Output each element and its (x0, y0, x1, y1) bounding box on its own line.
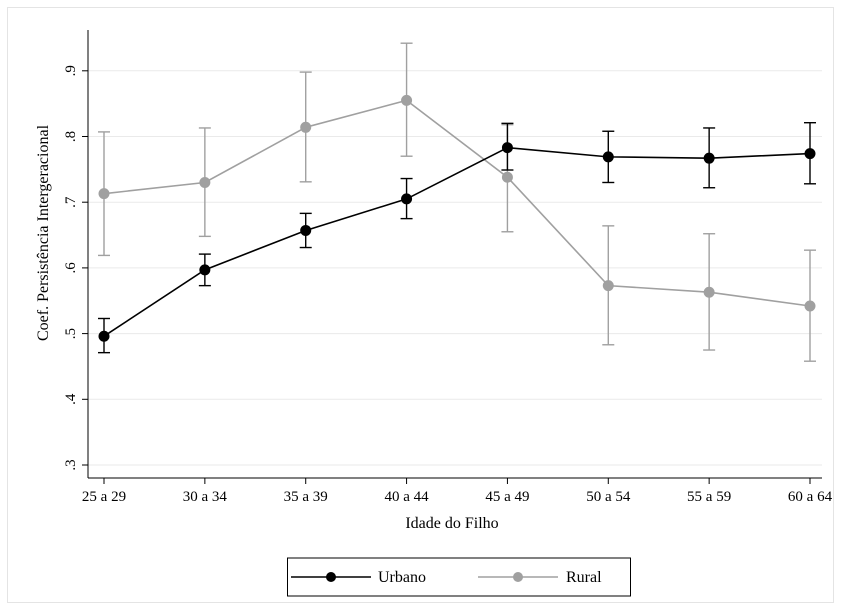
y-tick-label: .8 (63, 131, 79, 142)
series-line-urbano (103, 146, 811, 337)
y-tick-label: .4 (63, 393, 79, 405)
data-point-rural (199, 176, 211, 188)
axes: .3 .4 .5 .6 .7 .8 .9 25 a 29 30 a 34 35 a 39 40 a … (63, 30, 833, 505)
legend-label-urbano: Urbano (378, 569, 426, 586)
outer-border (7, 7, 834, 603)
data-point-rural (501, 171, 513, 183)
data-point-urbano (501, 142, 513, 154)
y-tick-label: .6 (63, 262, 79, 274)
series (98, 42, 816, 362)
data-point-urbano (703, 152, 715, 164)
legend-label-rural: Rural (566, 569, 602, 586)
legend-marker-rural (513, 572, 523, 582)
series-rural (98, 42, 816, 362)
x-tick-label: 40 a 44 (384, 489, 429, 505)
y-tick-label: .3 (63, 459, 79, 470)
series-urbano (98, 122, 816, 354)
data-point-urbano (98, 330, 110, 342)
data-point-urbano (804, 148, 816, 160)
x-tick-label: 25 a 29 (82, 489, 126, 505)
data-point-rural (602, 280, 614, 292)
data-point-rural (300, 121, 312, 133)
y-tick-label: .7 (63, 196, 79, 208)
y-tick-label: .5 (63, 328, 79, 339)
y-axis-title: Coef. Persistência Intergeracional (35, 124, 52, 341)
x-tick-label: 45 a 49 (485, 489, 529, 505)
legend: Urbano Rural (287, 557, 631, 597)
x-tick-label: 30 a 34 (183, 489, 228, 505)
data-point-rural (804, 300, 816, 312)
x-tick-label: 50 a 54 (586, 489, 631, 505)
data-point-rural (703, 286, 715, 298)
x-tick-label: 60 a 64 (788, 489, 833, 505)
data-point-urbano (602, 151, 614, 163)
data-point-urbano (401, 193, 413, 205)
data-point-urbano (300, 224, 312, 236)
y-tick-label: .9 (63, 65, 79, 76)
x-axis-title: Idade do Filho (405, 515, 498, 532)
data-point-rural (98, 188, 110, 200)
data-point-rural (401, 94, 413, 106)
x-tick-label: 55 a 59 (687, 489, 731, 505)
data-point-urbano (199, 264, 211, 276)
series-line-rural (103, 99, 811, 307)
legend-marker-urbano (326, 572, 336, 582)
x-tick-label: 35 a 39 (284, 489, 328, 505)
